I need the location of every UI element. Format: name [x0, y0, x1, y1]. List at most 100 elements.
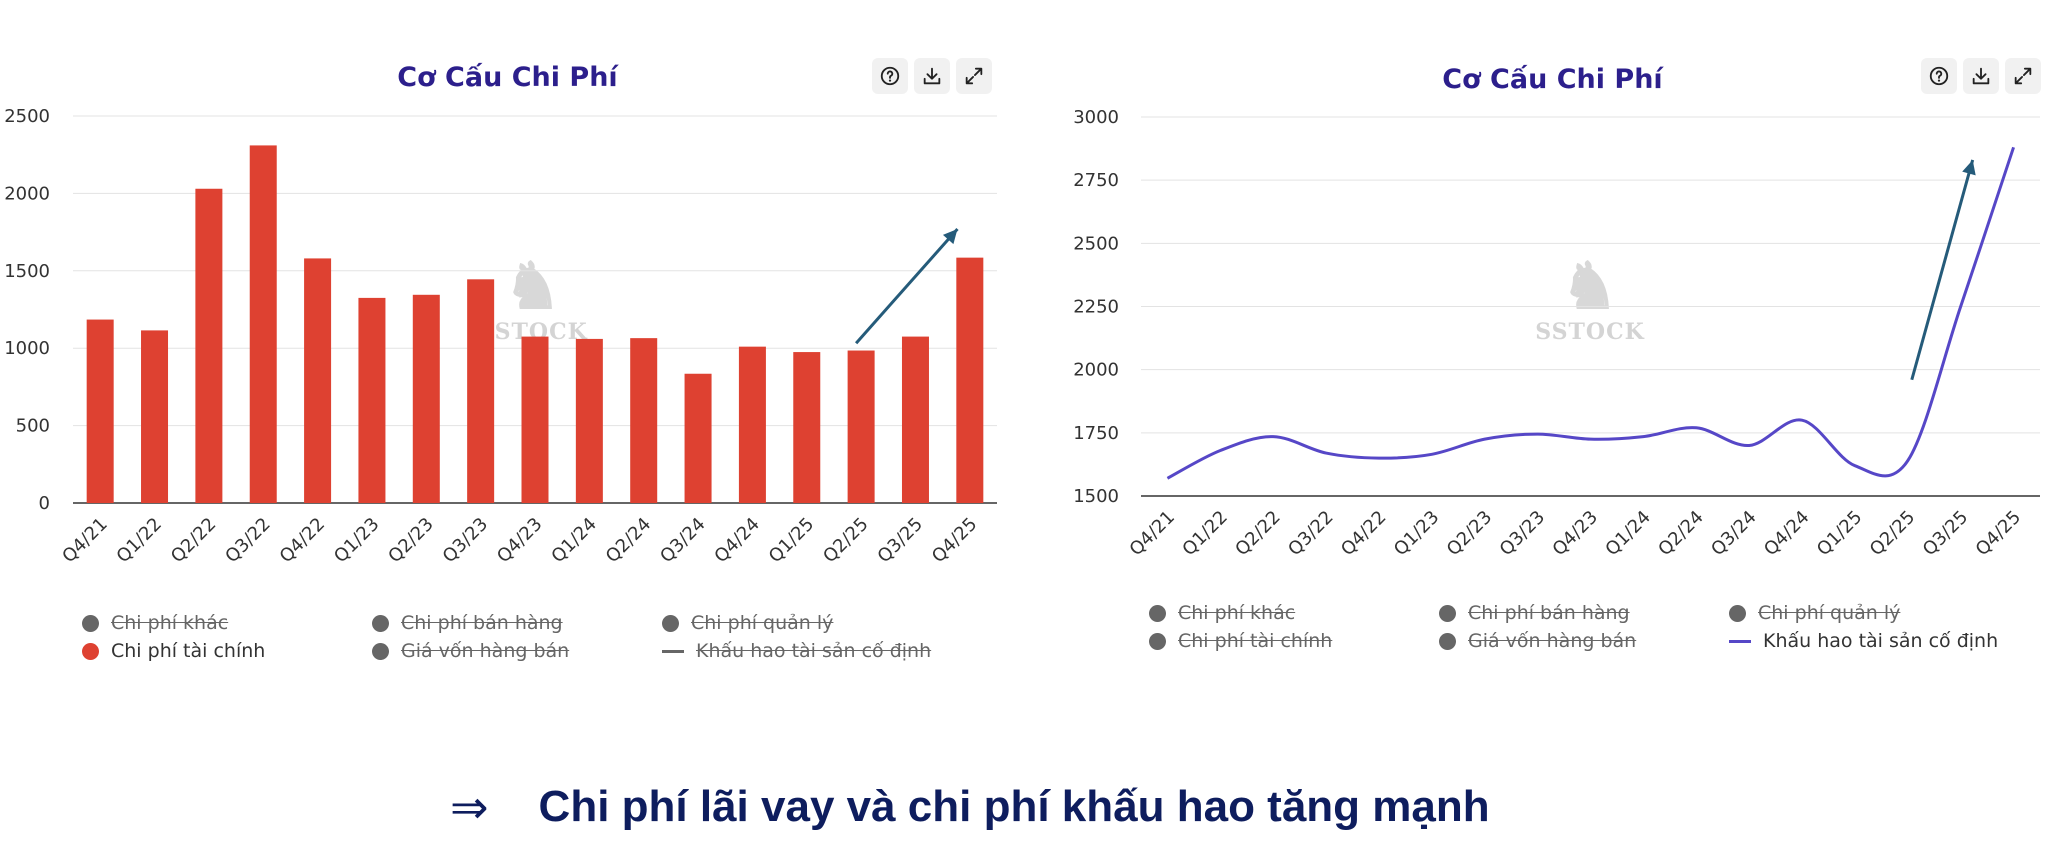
legend-item[interactable]: Chi phí tài chính: [1149, 630, 1332, 652]
x-tick-label: Q1/22: [1178, 507, 1231, 560]
bar: [249, 145, 277, 504]
bar: [684, 373, 712, 503]
legend-dot-marker: [1149, 604, 1166, 622]
legend-item[interactable]: Giá vốn hàng bán: [1439, 630, 1636, 652]
y-tick-label: 2000: [4, 183, 50, 204]
legend-label: Chi phí quản lý: [1758, 602, 1901, 624]
left-chart-panel: Cơ Cấu Chi Phí ♞ SSTOCK 0 500 1000 1500 2000…: [0, 0, 1015, 700]
legend-line-marker: [1729, 639, 1751, 643]
x-tick-label: Q2/25: [1866, 507, 1919, 560]
legend-item[interactable]: Khấu hao tài sản cố định: [1729, 630, 1998, 652]
x-tick-label: Q3/23: [1496, 507, 1549, 560]
x-tick-label: Q4/21: [58, 514, 111, 567]
y-tick-label: 1000: [4, 338, 50, 359]
y-tick-label: 1500: [4, 261, 50, 282]
trend-arrow-head: [1962, 159, 1976, 176]
trend-arrow-head: [942, 229, 958, 245]
x-tick-label: Q1/22: [113, 514, 166, 567]
legend-label: Chi phí khác: [1178, 602, 1296, 624]
legend-item[interactable]: Chi phí khác: [82, 612, 228, 634]
legend-label: Khấu hao tài sản cố định: [696, 640, 932, 662]
legend-item[interactable]: Chi phí bán hàng: [1439, 602, 1630, 624]
bar: [141, 330, 169, 503]
legend-item[interactable]: Chi phí quản lý: [662, 612, 833, 634]
x-tick-label: Q3/24: [1707, 507, 1760, 560]
legend-label: Khấu hao tài sản cố định: [1763, 630, 1999, 652]
bar: [956, 257, 984, 503]
legend-dot-marker: [82, 642, 99, 660]
legend-item[interactable]: Chi phí bán hàng: [372, 612, 563, 634]
legend-item[interactable]: Giá vốn hàng bán: [372, 640, 569, 662]
x-tick-label: Q4/22: [276, 514, 329, 567]
x-tick-label: Q3/22: [1284, 507, 1337, 560]
download-button[interactable]: [914, 58, 950, 94]
y-tick-label: 500: [16, 416, 50, 437]
conclusion: ⇒ Chi phí lãi vay và chi phí khấu hao tă…: [450, 780, 1490, 834]
bar: [901, 336, 929, 503]
chart-toolbar: [872, 58, 992, 94]
legend-item[interactable]: Khấu hao tài sản cố định: [662, 640, 931, 662]
watermark-logo: ♞ SSTOCK: [1535, 249, 1645, 346]
expand-button[interactable]: [956, 58, 992, 94]
legend-dot-marker: [1149, 632, 1166, 650]
x-tick-label: Q3/23: [439, 514, 492, 567]
chart-title: Cơ Cấu Chi Phí: [397, 62, 618, 93]
bar: [738, 346, 766, 503]
expand-icon: [2014, 67, 2032, 85]
horse-logo-icon: ♞: [1560, 249, 1620, 324]
x-tick-label: Q2/22: [1231, 507, 1284, 560]
bar: [521, 336, 549, 503]
help-button[interactable]: [872, 58, 908, 94]
legend-label: Chi phí tài chính: [1178, 630, 1333, 652]
bar: [630, 338, 658, 503]
x-tick-label: Q1/24: [1601, 507, 1654, 560]
legend-label: Chi phí bán hàng: [1468, 602, 1630, 624]
x-tick-label: Q2/25: [819, 514, 872, 567]
x-tick-label: Q4/21: [1126, 507, 1179, 560]
legend-label: Giá vốn hàng bán: [1468, 630, 1637, 652]
x-tick-label: Q4/24: [1760, 507, 1813, 560]
bar: [793, 352, 821, 503]
legend-dot-marker: [1439, 604, 1456, 622]
legend-label: Chi phí bán hàng: [401, 612, 563, 634]
x-tick-label: Q4/22: [1337, 507, 1390, 560]
x-tick-label: Q1/23: [1390, 507, 1443, 560]
y-tick-label: 0: [39, 493, 50, 514]
legend-label: Chi phí khác: [111, 612, 229, 634]
legend-item[interactable]: Chi phí khác: [1149, 602, 1295, 624]
download-button[interactable]: [1963, 58, 1999, 94]
download-icon: [923, 67, 941, 85]
legend-label: Chi phí quản lý: [691, 612, 834, 634]
watermark-logo: ♞ SSTOCK: [478, 249, 588, 346]
right-chart-panel: Cơ Cấu Chi Phí ♞ SSTOCK 1500 1750 2000 2250…: [1055, 0, 2050, 700]
bar: [304, 258, 332, 503]
chart-title: Cơ Cấu Chi Phí: [1442, 64, 1663, 95]
bar: [575, 338, 603, 503]
legend-dot-marker: [1729, 604, 1746, 622]
bar-chart: 0 500 1000 1500 2000 2500 Q4/21 Q1/22 Q2/22 Q3/22…: [4, 106, 997, 567]
y-tick-label: 2500: [1073, 233, 1119, 254]
x-tick-label: Q1/25: [765, 514, 818, 567]
x-tick-label: Q1/23: [330, 514, 383, 567]
help-icon: [1929, 66, 1949, 86]
x-tick-label: Q2/23: [1443, 507, 1496, 560]
x-tick-label: Q4/25: [928, 514, 981, 567]
expand-button[interactable]: [2005, 58, 2041, 94]
expand-icon: [965, 67, 983, 85]
x-tick-label: Q2/24: [602, 514, 655, 567]
legend-dot-marker: [372, 614, 389, 632]
legend-item[interactable]: Chi phí tài chính: [82, 640, 265, 662]
legend-label: Chi phí tài chính: [111, 640, 266, 662]
help-button[interactable]: [1921, 58, 1957, 94]
bar: [358, 297, 386, 503]
y-tick-label: 3000: [1073, 107, 1119, 128]
x-tick-label: Q4/24: [710, 514, 763, 567]
legend-item[interactable]: Chi phí quản lý: [1729, 602, 1900, 624]
trend-arrow: [1910, 159, 1975, 381]
legend-dot-marker: [372, 642, 389, 660]
x-tick-label: Q2/22: [167, 514, 220, 567]
horse-logo-icon: ♞: [503, 249, 563, 324]
legend-label: Giá vốn hàng bán: [401, 640, 570, 662]
bar: [86, 319, 114, 503]
